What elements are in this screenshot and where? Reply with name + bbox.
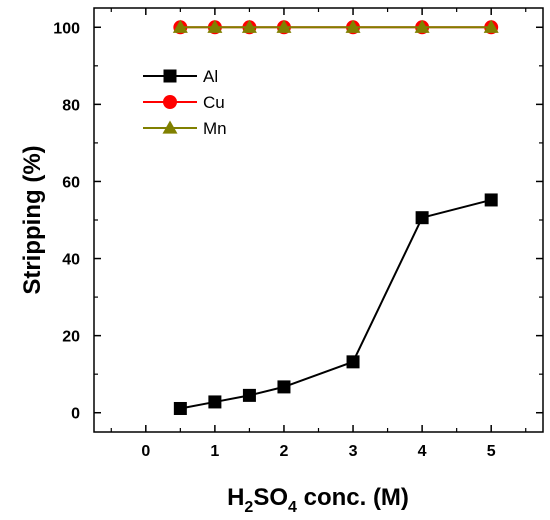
x-tick-label: 3 [349, 443, 358, 460]
x-tick-label: 2 [280, 443, 289, 460]
y-tick-label: 40 [62, 252, 80, 269]
data-point-mn [172, 19, 188, 33]
legend-item-mn: Mn [143, 119, 227, 138]
legend-marker [163, 95, 177, 109]
y-tick-label: 100 [53, 20, 80, 37]
y-tick-label: 20 [62, 329, 80, 346]
y-tick-label: 80 [62, 97, 80, 114]
data-point-mn [414, 19, 430, 33]
legend-item-al: Al [143, 67, 218, 86]
data-point-al [346, 355, 360, 369]
x-tick-label: 0 [141, 443, 150, 460]
data-point-mn [276, 19, 292, 33]
legend: Al Cu Mn [143, 67, 227, 138]
series-al [173, 193, 498, 415]
series-line-al [180, 198, 492, 410]
series-mn [172, 19, 499, 33]
data-point-al [242, 388, 256, 402]
y-tick-label: 60 [62, 174, 80, 191]
data-point-al [415, 211, 429, 225]
legend-label: Cu [203, 93, 225, 112]
data-point-al [277, 380, 291, 394]
x-tick-label: 4 [418, 443, 427, 460]
x-axis-label: H2SO4 conc. (M) [227, 484, 409, 516]
y-axis-label: Stripping (%) [19, 145, 46, 294]
x-tick-label: 5 [487, 443, 496, 460]
data-point-mn [241, 19, 257, 33]
data-point-mn [483, 19, 499, 33]
x-tick-label: 1 [210, 443, 219, 460]
data-point-al [484, 193, 498, 207]
legend-marker [163, 69, 177, 83]
axis-ticks [94, 8, 543, 432]
legend-label: Mn [203, 119, 227, 138]
y-tick-label: 0 [71, 406, 80, 423]
legend-item-cu: Cu [143, 93, 225, 112]
legend-marker [162, 120, 178, 134]
data-point-al [173, 401, 187, 415]
tick-labels: 0 1 2 3 4 5 0 20 40 60 80 100 [53, 20, 495, 460]
plot-frame [93, 7, 544, 433]
data-point-mn [345, 19, 361, 33]
series-layer [172, 19, 499, 415]
data-point-al [208, 395, 222, 409]
legend-label: Al [203, 67, 218, 86]
data-point-mn [207, 19, 223, 33]
